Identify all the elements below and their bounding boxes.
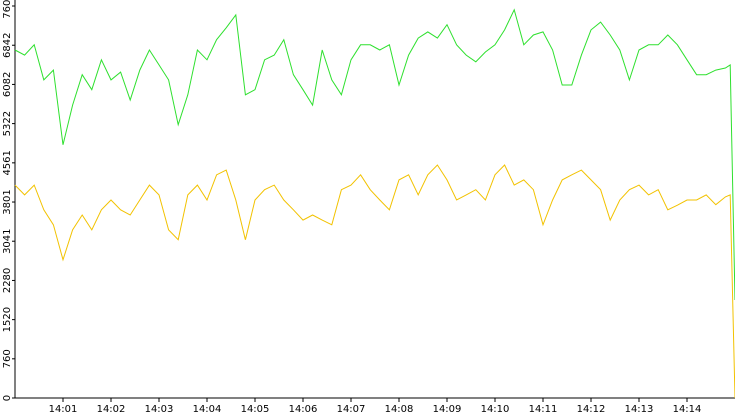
x-tick-label: 14:10 — [481, 404, 510, 415]
x-tick-label: 14:11 — [529, 404, 558, 415]
series-line — [14, 8, 735, 301]
y-tick-label: 760 — [2, 349, 13, 368]
x-tick-label: 14:09 — [433, 404, 462, 415]
y-tick-label: 2280 — [2, 268, 13, 293]
x-tick-label: 14:06 — [289, 404, 318, 415]
x-tick-label: 14:07 — [337, 404, 366, 415]
y-tick-label: 3801 — [2, 189, 13, 214]
x-tick-label: 14:01 — [49, 404, 78, 415]
y-tick-label: 1520 — [2, 307, 13, 332]
x-tick-label: 14:14 — [673, 404, 702, 415]
x-tick-label: 14:03 — [145, 404, 174, 415]
x-tick-label: 14:02 — [97, 404, 126, 415]
x-tick-label: 14:12 — [577, 404, 606, 415]
y-tick-label: 3041 — [2, 228, 13, 253]
series-line — [14, 164, 735, 399]
y-tick-label: 7603 — [2, 0, 13, 19]
y-tick-label: 6842 — [2, 33, 13, 58]
y-tick-label: 5322 — [2, 111, 13, 136]
x-tick-label: 14:05 — [241, 404, 270, 415]
y-tick-label: 0 — [2, 395, 13, 401]
x-tick-label: 14:08 — [385, 404, 414, 415]
y-tick-label: 4561 — [2, 150, 13, 175]
x-tick-label: 14:13 — [625, 404, 654, 415]
x-tick-label: 14:04 — [193, 404, 222, 415]
y-tick-label: 6082 — [2, 72, 13, 97]
